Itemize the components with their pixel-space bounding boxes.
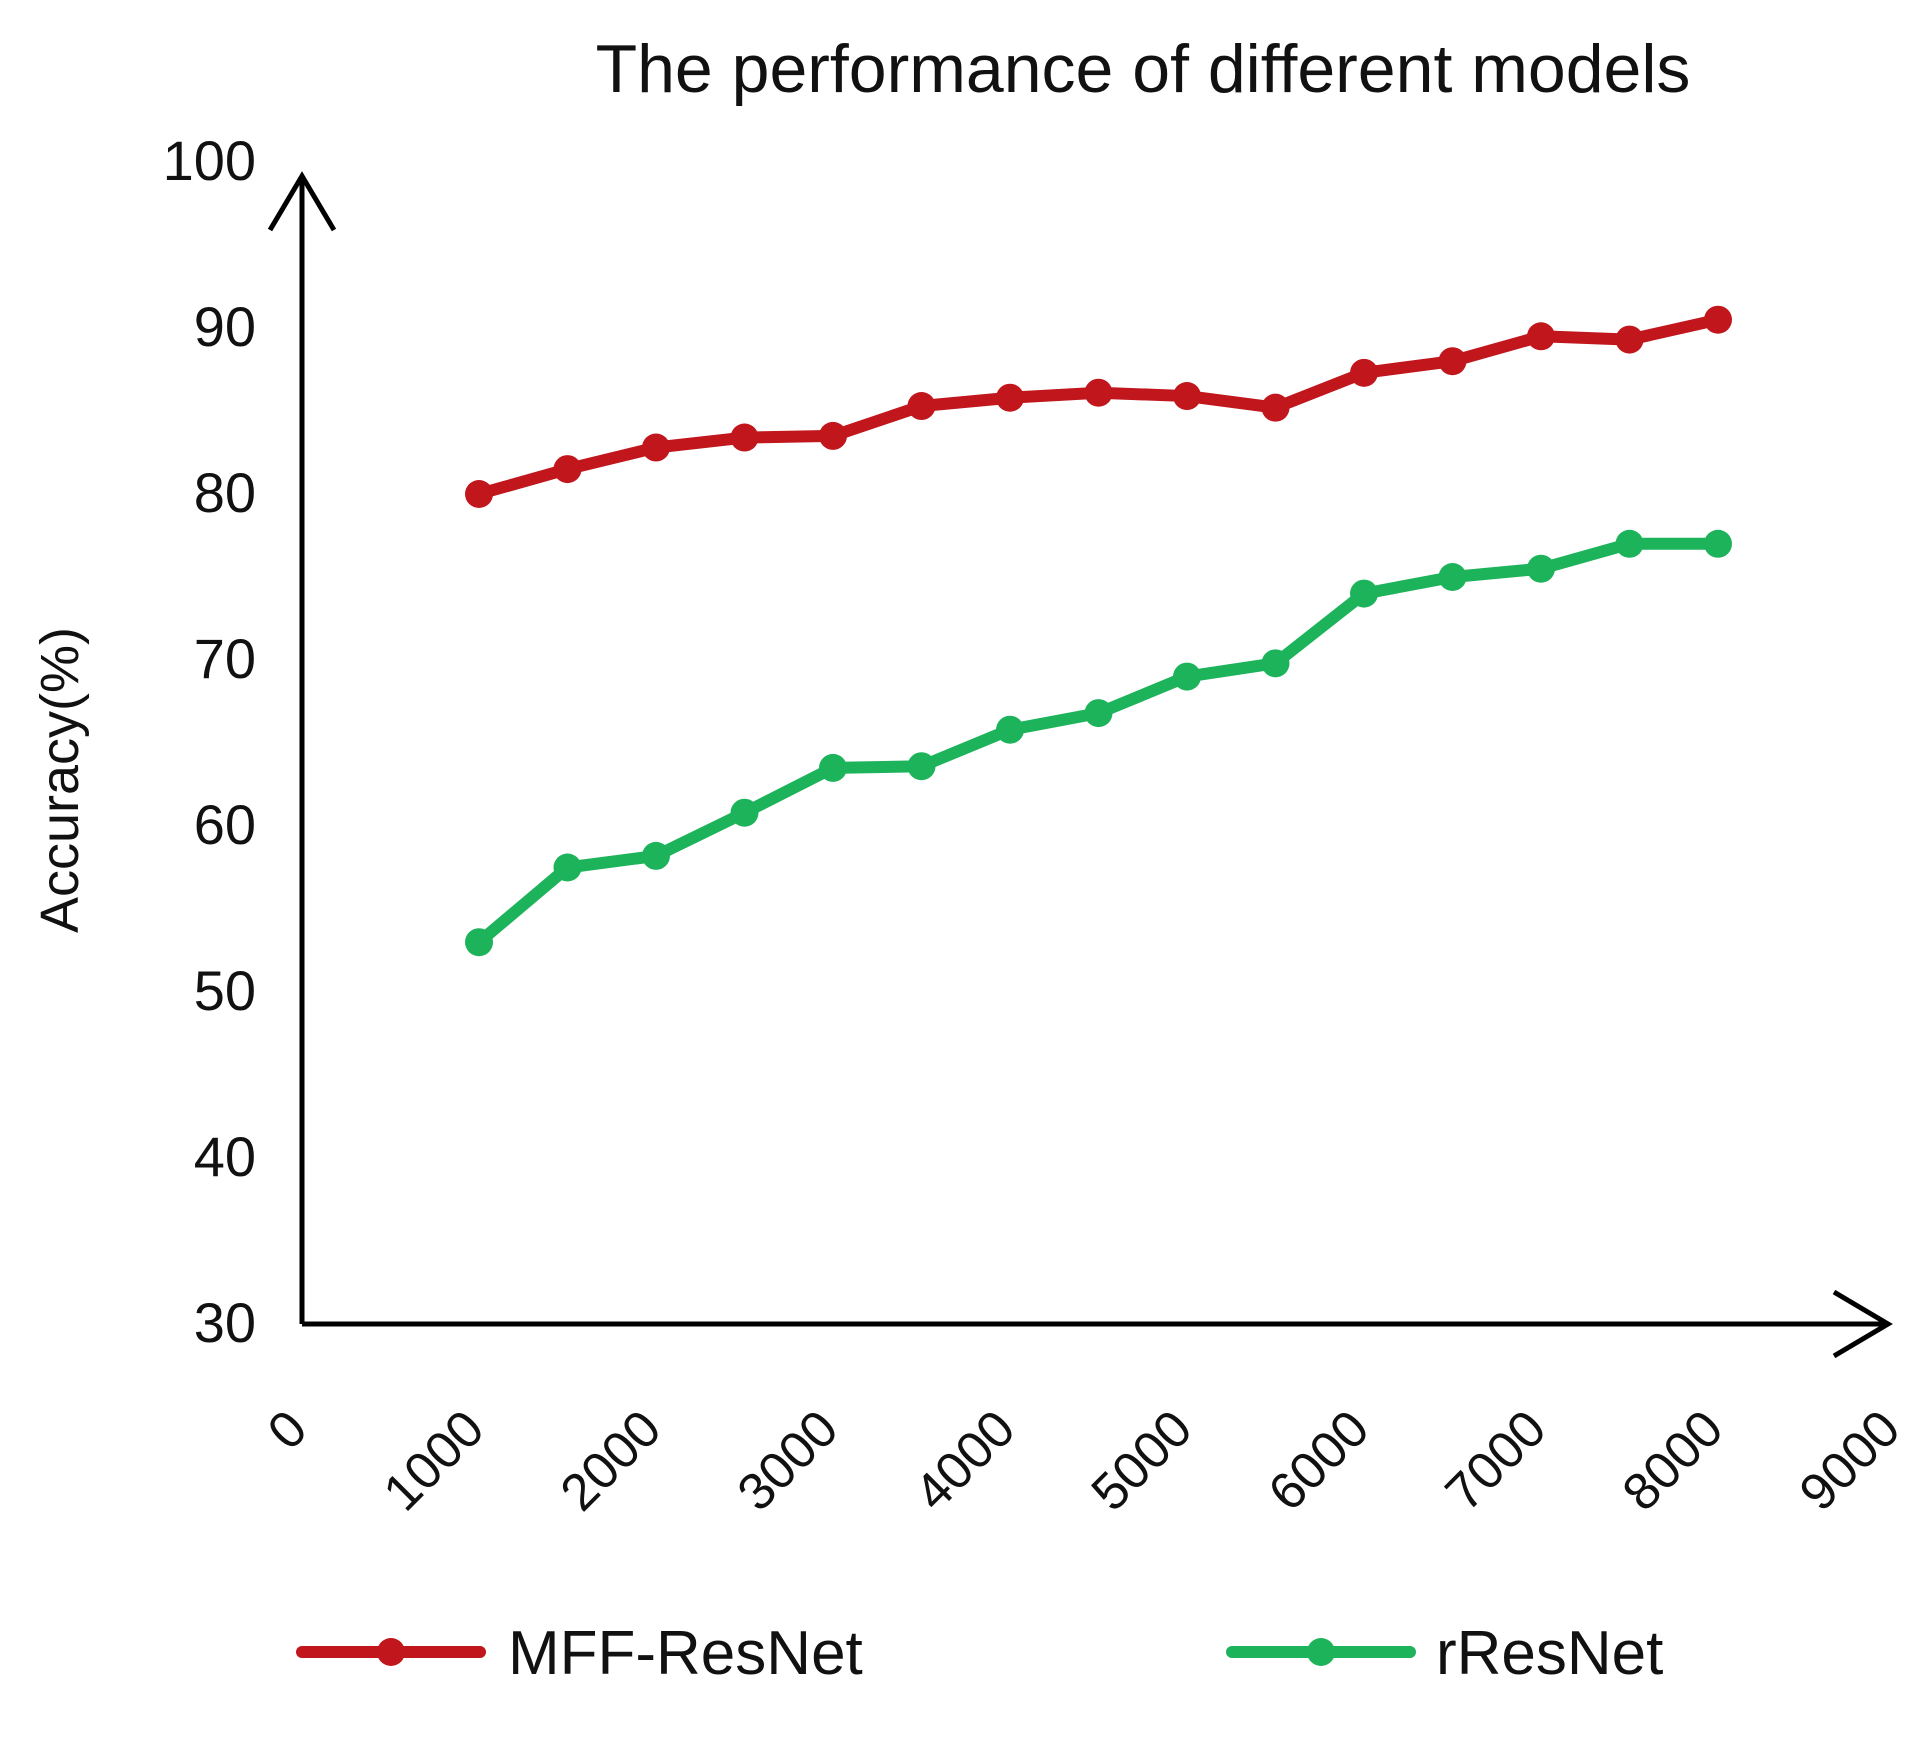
legend-item: rResNet [1226,1619,1663,1688]
x-tick-label: 0 [257,1399,318,1460]
data-point [907,752,936,781]
series-1 [465,529,1732,957]
y-tick-label: 30 [194,1291,256,1354]
data-point [1084,699,1113,728]
data-point [730,798,759,827]
data-point [1350,358,1378,387]
chart-title: The performance of different models [596,31,1691,107]
data-point [819,421,847,450]
x-tick-labels: 0 1000 2000 3000 4000 5000 6000 7000 8000 9000 [257,1399,1911,1522]
x-tick-label: 9000 [1789,1399,1912,1522]
x-tick-label: 6000 [1258,1399,1381,1522]
data-point [996,383,1024,412]
y-tick-label: 40 [194,1125,256,1188]
x-tick-label: 3000 [727,1399,850,1522]
data-point [642,841,670,870]
legend-label: rResNet [1436,1619,1663,1688]
data-point [996,715,1024,744]
data-point [1261,393,1290,422]
y-axis-label: Accuracy(%) [30,627,90,933]
data-point [1704,305,1732,334]
data-point [465,480,493,508]
y-tick-label: 80 [194,461,256,524]
y-tick-labels: 30 40 50 60 70 80 90 100 [163,129,256,1354]
data-point [1350,579,1378,608]
axes [267,171,1893,1359]
x-tick-label: 8000 [1612,1399,1735,1522]
x-tick-label: 5000 [1081,1399,1204,1522]
data-point [907,392,936,421]
legend: MFF-ResNet rResNet [296,1619,1663,1688]
series-line [473,537,1724,949]
data-point [1438,563,1467,591]
x-axis-arrow [1832,1289,1893,1359]
x-tick-label: 2000 [550,1399,673,1522]
x-tick-label: 7000 [1435,1399,1558,1522]
data-point [1704,529,1732,558]
data-point [1261,649,1290,678]
data-point [553,455,582,484]
x-tick-label: 1000 [373,1399,496,1522]
data-point [553,853,582,882]
data-point [730,423,759,452]
legend-label: MFF-ResNet [508,1619,863,1688]
series-layer [465,305,1732,957]
legend-swatch-marker [1307,1638,1335,1666]
y-tick-label: 50 [194,959,256,1022]
y-tick-label: 90 [194,295,256,358]
data-point [1615,325,1644,354]
data-point [465,928,493,957]
data-point [819,753,847,782]
legend-swatch-marker [377,1638,405,1666]
data-point [1173,662,1201,691]
data-point [1173,382,1201,411]
y-tick-label: 100 [163,129,256,192]
x-tick-label: 4000 [904,1399,1027,1522]
y-tick-label: 70 [194,627,256,690]
data-point [1527,554,1555,583]
legend-item: MFF-ResNet [296,1619,863,1688]
data-point [1615,529,1644,558]
data-point [1084,378,1113,407]
data-point [642,433,670,462]
y-tick-label: 60 [194,793,256,856]
data-point [1527,322,1555,351]
series-0 [465,305,1732,508]
data-point [1438,347,1467,376]
y-axis-arrow [267,171,337,232]
